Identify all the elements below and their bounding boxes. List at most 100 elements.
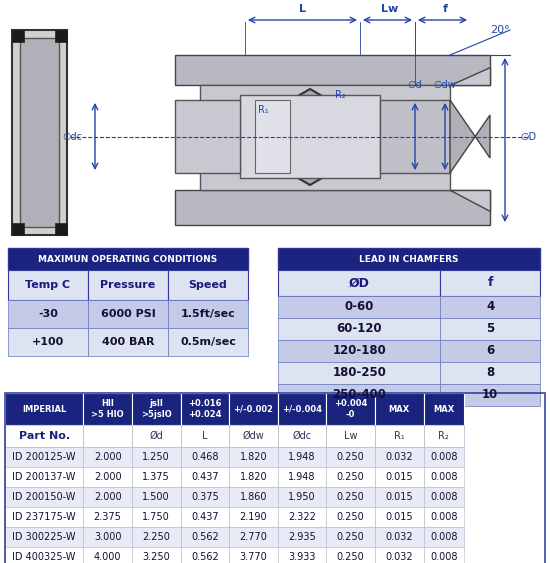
Bar — [326, 507, 375, 527]
Text: ID 200137-W: ID 200137-W — [13, 472, 76, 482]
Text: 4.000: 4.000 — [94, 552, 122, 562]
Text: 6000 PSI: 6000 PSI — [101, 309, 155, 319]
Text: 2.375: 2.375 — [94, 512, 122, 522]
Text: +100: +100 — [32, 337, 64, 347]
Bar — [5, 393, 83, 425]
Text: 2.000: 2.000 — [94, 452, 122, 462]
Text: 0.250: 0.250 — [337, 512, 365, 522]
Bar — [83, 393, 132, 425]
Text: f: f — [443, 4, 448, 14]
Bar — [278, 296, 441, 318]
Polygon shape — [450, 100, 490, 173]
Bar — [375, 507, 424, 527]
Text: 400 BAR: 400 BAR — [102, 337, 154, 347]
Text: 1.750: 1.750 — [142, 512, 170, 522]
Text: Temp C: Temp C — [25, 280, 70, 290]
Bar — [229, 467, 278, 487]
Text: Ødw: Ødw — [243, 431, 264, 441]
Bar — [168, 300, 248, 328]
Text: HII
>5 HIO: HII >5 HIO — [91, 399, 124, 419]
Text: 0.250: 0.250 — [337, 552, 365, 562]
Bar — [424, 527, 464, 547]
Bar — [132, 507, 180, 527]
Bar — [229, 447, 278, 467]
Bar — [255, 100, 290, 173]
Bar — [326, 467, 375, 487]
Text: Part No.: Part No. — [19, 431, 70, 441]
Text: R₂: R₂ — [334, 90, 345, 100]
Polygon shape — [450, 190, 490, 211]
Text: Ød: Ød — [150, 431, 163, 441]
Bar — [424, 507, 464, 527]
Bar — [326, 393, 375, 425]
Text: 0.250: 0.250 — [337, 452, 365, 462]
Bar — [424, 467, 464, 487]
Bar — [12, 223, 24, 235]
Bar — [88, 270, 168, 300]
Text: 0.032: 0.032 — [386, 452, 413, 462]
Text: MAX: MAX — [433, 404, 454, 413]
Text: 0.015: 0.015 — [386, 492, 413, 502]
Text: 1.500: 1.500 — [142, 492, 170, 502]
Bar — [375, 527, 424, 547]
Bar — [240, 95, 380, 178]
Bar — [200, 85, 450, 190]
Bar — [83, 507, 132, 527]
Bar — [132, 487, 180, 507]
Text: 10: 10 — [482, 388, 498, 401]
Bar — [278, 447, 326, 467]
Bar — [375, 425, 424, 447]
Text: 3.770: 3.770 — [240, 552, 267, 562]
Text: 1.950: 1.950 — [288, 492, 316, 502]
Text: R₁: R₁ — [394, 431, 405, 441]
Text: 0.250: 0.250 — [337, 532, 365, 542]
Bar — [326, 487, 375, 507]
Text: ID 200125-W: ID 200125-W — [13, 452, 76, 462]
Text: 2.000: 2.000 — [94, 472, 122, 482]
Bar — [380, 100, 450, 173]
Bar — [326, 447, 375, 467]
Bar — [180, 447, 229, 467]
Bar — [175, 100, 240, 173]
Text: ∅d: ∅d — [408, 80, 422, 90]
Bar — [441, 296, 540, 318]
Text: 180-250: 180-250 — [332, 367, 386, 379]
Bar — [229, 527, 278, 547]
Text: 1.5ft/sec: 1.5ft/sec — [180, 309, 235, 319]
Bar — [12, 30, 24, 42]
Text: IMPERIAL: IMPERIAL — [22, 404, 67, 413]
Bar — [278, 487, 326, 507]
Text: ID 400325-W: ID 400325-W — [13, 552, 76, 562]
Bar — [12, 30, 67, 235]
Text: 60-120: 60-120 — [337, 323, 382, 336]
Polygon shape — [268, 89, 351, 185]
Bar — [20, 38, 59, 227]
Text: 1.820: 1.820 — [240, 472, 267, 482]
Text: 3.933: 3.933 — [288, 552, 316, 562]
Bar — [8, 300, 88, 328]
Bar — [441, 340, 540, 362]
Bar — [55, 30, 67, 42]
Text: 0.032: 0.032 — [386, 552, 413, 562]
Text: 4: 4 — [486, 301, 494, 314]
Text: +/-0.004: +/-0.004 — [282, 404, 322, 413]
Bar — [229, 487, 278, 507]
Polygon shape — [450, 67, 490, 85]
Bar — [8, 248, 248, 270]
Text: 0.008: 0.008 — [430, 552, 458, 562]
Text: ID 200150-W: ID 200150-W — [13, 492, 76, 502]
Bar — [278, 270, 441, 296]
Text: ∅dc: ∅dc — [62, 132, 82, 142]
Text: 20°: 20° — [490, 25, 510, 35]
Text: 2.935: 2.935 — [288, 532, 316, 542]
Bar — [441, 270, 540, 296]
Bar — [424, 393, 464, 425]
Bar — [424, 487, 464, 507]
Text: 250-400: 250-400 — [332, 388, 386, 401]
Text: 120-180: 120-180 — [332, 345, 386, 358]
Text: 2.250: 2.250 — [142, 532, 170, 542]
Text: LEAD IN CHAMFERS: LEAD IN CHAMFERS — [359, 254, 459, 263]
Text: L: L — [202, 431, 207, 441]
Bar — [278, 318, 441, 340]
Text: 0.437: 0.437 — [191, 472, 218, 482]
